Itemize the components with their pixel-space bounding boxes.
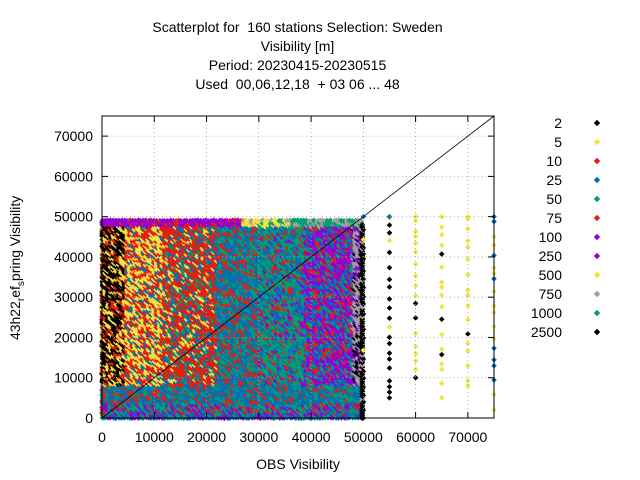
data-point: [145, 285, 152, 292]
data-point: [139, 391, 146, 398]
title-line-2: Visibility [m]: [260, 38, 335, 54]
data-point: [132, 314, 139, 321]
data-point: [132, 285, 139, 292]
data-point: [121, 326, 128, 334]
data-point: [110, 217, 117, 224]
data-point: [101, 261, 108, 269]
title-line-4: Used 00,06,12,18 + 03 06 ... 48: [195, 76, 400, 92]
title-line-1: Scatterplot for 160 stations Selection: …: [152, 19, 443, 35]
scatter-points: [98, 213, 497, 422]
data-point: [101, 368, 108, 376]
title-line-3: Period: 20230415-20230515: [208, 57, 387, 73]
data-point: [113, 266, 120, 273]
data-point: [121, 320, 128, 327]
data-point: [104, 406, 111, 413]
data-point: [139, 347, 146, 354]
